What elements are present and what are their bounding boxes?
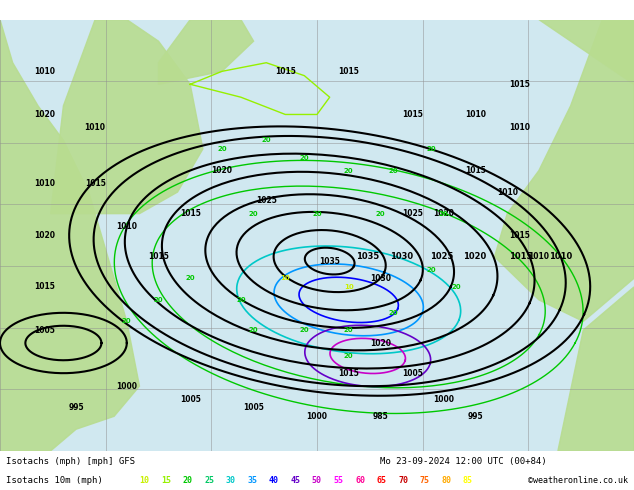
Polygon shape <box>0 20 139 451</box>
Text: 10: 10 <box>139 476 150 485</box>
Text: 20: 20 <box>217 146 227 152</box>
Text: 75: 75 <box>420 476 430 485</box>
Text: 995: 995 <box>68 403 84 412</box>
Text: 1020: 1020 <box>34 110 55 119</box>
Text: 20: 20 <box>312 211 322 217</box>
Text: 10: 10 <box>280 275 290 281</box>
Text: 65: 65 <box>377 476 387 485</box>
Text: 20: 20 <box>261 137 271 144</box>
Text: 20: 20 <box>344 327 354 333</box>
Text: 1010: 1010 <box>509 123 531 132</box>
Text: 20: 20 <box>344 353 354 359</box>
Text: 995: 995 <box>468 412 483 421</box>
Text: 1010: 1010 <box>34 67 55 76</box>
Text: 1000: 1000 <box>433 394 455 404</box>
Text: 40: 40 <box>269 476 279 485</box>
Text: 20: 20 <box>375 211 385 217</box>
Text: 90: 90 <box>484 476 495 485</box>
Polygon shape <box>158 20 254 84</box>
Text: 20: 20 <box>299 154 309 161</box>
Text: 80: 80 <box>441 476 451 485</box>
Text: 1005: 1005 <box>402 368 422 378</box>
Text: 20: 20 <box>183 476 193 485</box>
Text: 70: 70 <box>398 476 408 485</box>
Text: 1025: 1025 <box>256 196 276 205</box>
Text: 1020: 1020 <box>433 209 455 218</box>
Text: 20: 20 <box>388 168 398 173</box>
Polygon shape <box>539 20 634 84</box>
Text: 1015: 1015 <box>339 368 359 378</box>
Text: 20: 20 <box>426 146 436 152</box>
Text: 20: 20 <box>299 327 309 333</box>
Text: Isotachs (mph) [mph] GFS: Isotachs (mph) [mph] GFS <box>6 457 135 465</box>
Text: 20: 20 <box>439 211 449 217</box>
Text: Isotachs 10m (mph): Isotachs 10m (mph) <box>6 476 103 485</box>
Text: 1020: 1020 <box>34 231 55 240</box>
Text: 1010: 1010 <box>496 188 518 196</box>
Text: 45: 45 <box>290 476 301 485</box>
Text: 1020: 1020 <box>211 166 233 175</box>
Text: 20: 20 <box>153 297 164 303</box>
Text: 985: 985 <box>373 412 388 421</box>
Text: 20: 20 <box>249 327 259 333</box>
Text: 1015: 1015 <box>510 231 530 240</box>
Text: 15: 15 <box>161 476 171 485</box>
Text: 1015: 1015 <box>339 67 359 76</box>
Text: 1010: 1010 <box>84 123 106 132</box>
Text: 1030: 1030 <box>389 252 413 261</box>
Text: 1015: 1015 <box>180 209 200 218</box>
Text: 1005: 1005 <box>243 403 264 412</box>
Text: 1005: 1005 <box>180 394 200 404</box>
Text: 1020: 1020 <box>463 252 486 261</box>
Text: 1035: 1035 <box>356 252 380 261</box>
Text: 1015: 1015 <box>85 179 105 188</box>
Text: 30: 30 <box>226 476 236 485</box>
Text: 1025: 1025 <box>429 252 453 261</box>
Text: 55: 55 <box>333 476 344 485</box>
Text: ©weatheronline.co.uk: ©weatheronline.co.uk <box>527 476 628 485</box>
Text: 25: 25 <box>204 476 214 485</box>
Text: 1030: 1030 <box>370 274 391 283</box>
Text: 1015: 1015 <box>402 110 422 119</box>
Text: 1010: 1010 <box>549 252 573 261</box>
Text: 1015: 1015 <box>275 67 295 76</box>
Text: 1035: 1035 <box>320 257 340 266</box>
Text: 50: 50 <box>312 476 322 485</box>
Text: 20: 20 <box>426 267 436 273</box>
Text: 1025: 1025 <box>402 209 422 218</box>
Text: 1000: 1000 <box>116 382 138 391</box>
Text: 20: 20 <box>388 310 398 316</box>
Text: Mo 23-09-2024 12:00 UTC (00+84): Mo 23-09-2024 12:00 UTC (00+84) <box>380 457 547 465</box>
Text: 1010: 1010 <box>34 179 55 188</box>
Polygon shape <box>495 20 634 321</box>
Text: 1010: 1010 <box>465 110 486 119</box>
Text: 1020: 1020 <box>370 339 391 347</box>
Polygon shape <box>51 20 203 214</box>
Polygon shape <box>558 287 634 451</box>
Text: 20: 20 <box>451 284 462 290</box>
Text: 20: 20 <box>185 275 195 281</box>
Text: 1010: 1010 <box>528 252 550 261</box>
Text: 20: 20 <box>236 297 246 303</box>
Text: 20: 20 <box>344 168 354 173</box>
Text: 1015: 1015 <box>34 282 55 292</box>
Text: 20: 20 <box>249 211 259 217</box>
Text: 10: 10 <box>344 284 354 290</box>
Text: 1015: 1015 <box>465 166 486 175</box>
Text: 1005: 1005 <box>34 325 55 335</box>
Text: 1000: 1000 <box>306 412 328 421</box>
Text: 1015: 1015 <box>148 252 169 261</box>
Text: 1015: 1015 <box>510 80 530 89</box>
Text: 1010: 1010 <box>116 222 138 231</box>
Text: 60: 60 <box>355 476 365 485</box>
Text: 35: 35 <box>247 476 257 485</box>
Text: 20: 20 <box>122 318 132 324</box>
Text: 1015: 1015 <box>510 252 533 261</box>
Text: 85: 85 <box>463 476 473 485</box>
